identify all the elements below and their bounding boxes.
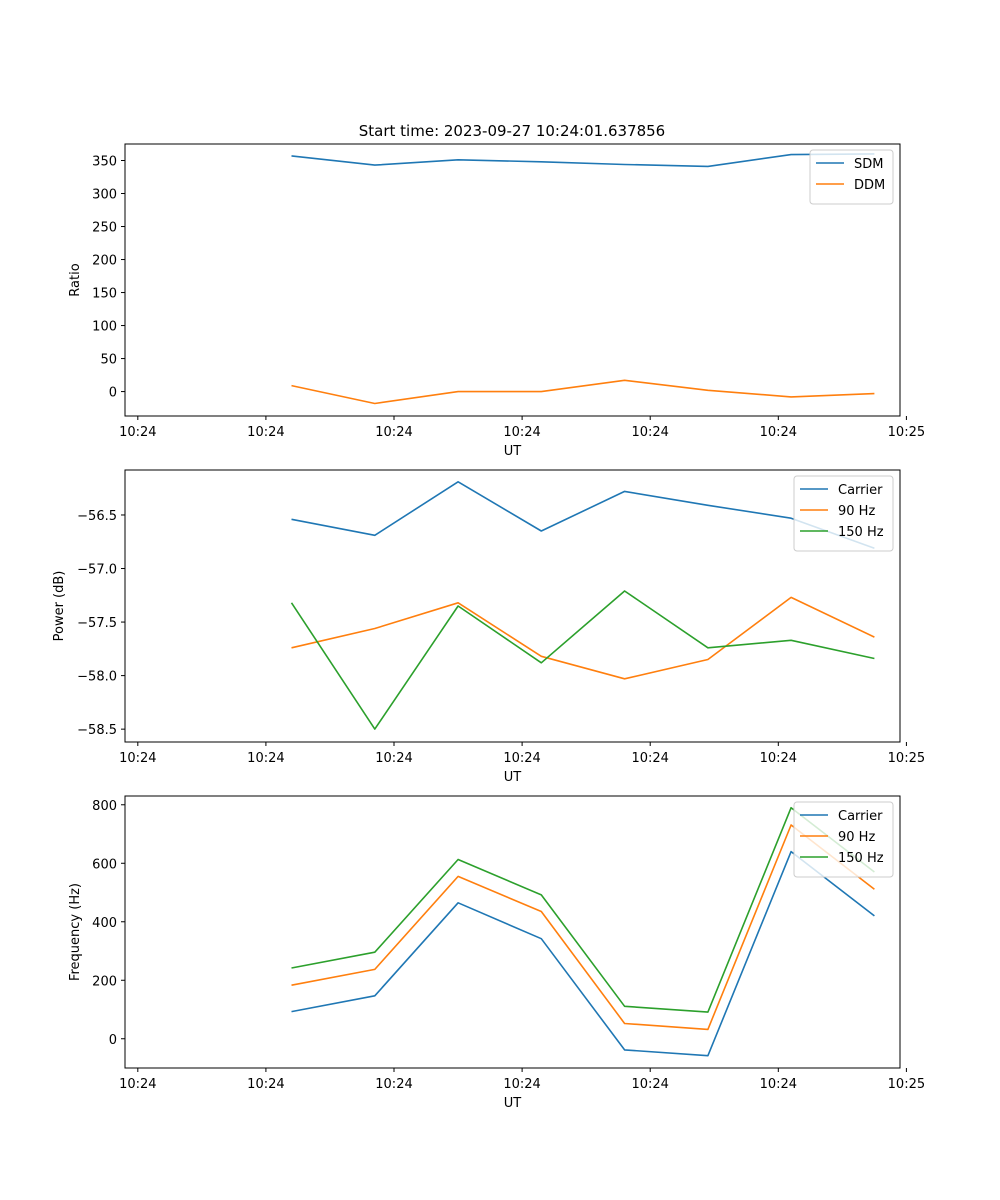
- legend-label: 90 Hz: [838, 504, 875, 519]
- axes-frame: [124, 469, 901, 743]
- x-tick-label: 10:24: [375, 751, 412, 766]
- y-axis-label: Frequency (Hz): [68, 883, 83, 981]
- series-line-150-hz: [291, 806, 875, 1013]
- x-tick-label: 10:24: [375, 425, 412, 440]
- x-tick-label: 10:24: [631, 425, 668, 440]
- series-line-150-hz: [290, 590, 875, 730]
- legend: Carrier 90 Hz 150 Hz: [793, 475, 894, 552]
- x-axis-label: UT: [504, 770, 522, 785]
- x-tick-label: 10:24: [119, 1077, 156, 1092]
- x-tick-label: 10:25: [888, 1077, 925, 1092]
- x-tick-label: 10:24: [760, 751, 797, 766]
- y-tick-label: 50: [100, 353, 117, 368]
- x-tick-label: 10:24: [503, 751, 540, 766]
- legend: SDM DDM: [809, 149, 894, 205]
- y-tick-label: 600: [92, 857, 117, 872]
- axes-frame: [124, 795, 901, 1069]
- x-tick-label: 10:24: [375, 1077, 412, 1092]
- legend-label: 90 Hz: [838, 830, 875, 845]
- x-tick-label: 10:24: [119, 425, 156, 440]
- x-tick-label: 10:24: [760, 425, 797, 440]
- y-tick-label: −57.0: [77, 563, 117, 578]
- series-line-90-hz: [291, 596, 875, 680]
- y-tick-label: 800: [92, 799, 117, 814]
- x-axis-label: UT: [504, 1096, 522, 1111]
- chart-panel-1: 10:24 10:24 10:24 10:24 10:24 10:24 10:25 0 50 10…: [68, 143, 925, 459]
- y-tick-label: 0: [109, 1033, 117, 1048]
- series-line-90-hz: [291, 824, 875, 1031]
- y-tick-label: −58.0: [77, 670, 117, 685]
- series-line-sdm: [291, 153, 875, 168]
- series-line-carrier: [291, 850, 875, 1057]
- y-tick-label: 250: [92, 221, 117, 236]
- y-axis-label: Power (dB): [52, 571, 67, 642]
- y-tick-label: 100: [92, 320, 117, 335]
- y-tick-label: 200: [92, 974, 117, 989]
- chart-panel-3: 10:24 10:24 10:24 10:24 10:24 10:24 10:25 0 200 4…: [68, 795, 925, 1111]
- legend-box: [793, 801, 894, 878]
- y-tick-label: 400: [92, 916, 117, 931]
- series-line-carrier: [291, 480, 875, 549]
- chart-panel-2: 10:24 10:24 10:24 10:24 10:24 10:24 10:25 −58.5…: [52, 469, 925, 785]
- series-line-ddm: [291, 379, 875, 405]
- x-tick-label: 10:24: [247, 1077, 284, 1092]
- x-tick-label: 10:24: [760, 1077, 797, 1092]
- x-tick-label: 10:24: [503, 1077, 540, 1092]
- y-tick-label: 150: [92, 287, 117, 302]
- x-axis-label: UT: [504, 444, 522, 459]
- legend: Carrier 90 Hz 150 Hz: [793, 801, 894, 878]
- x-tick-label: 10:25: [888, 425, 925, 440]
- x-tick-label: 10:24: [631, 751, 668, 766]
- legend-label: 150 Hz: [838, 851, 884, 866]
- x-tick-label: 10:24: [247, 425, 284, 440]
- plots-group: 10:24 10:24 10:24 10:24 10:24 10:24 10:25 0 50 10…: [52, 143, 925, 1111]
- y-tick-label: 300: [92, 188, 117, 203]
- y-tick-label: −56.5: [77, 509, 117, 524]
- y-tick-label: 200: [92, 254, 117, 269]
- x-tick-label: 10:25: [888, 751, 925, 766]
- x-tick-label: 10:24: [119, 751, 156, 766]
- legend-label: 150 Hz: [838, 525, 884, 540]
- legend-box: [793, 475, 894, 552]
- legend-label: Carrier: [838, 809, 883, 824]
- legend-label: Carrier: [838, 483, 883, 498]
- y-tick-label: −57.5: [77, 616, 117, 631]
- y-axis-label: Ratio: [68, 263, 83, 296]
- legend-label: SDM: [854, 157, 883, 172]
- axes-frame: [124, 143, 901, 417]
- figure-title: Start time: 2023-09-27 10:24:01.637856: [359, 122, 665, 140]
- y-tick-label: 0: [109, 386, 117, 401]
- y-tick-label: −58.5: [77, 723, 117, 738]
- x-tick-label: 10:24: [247, 751, 284, 766]
- legend-label: DDM: [854, 178, 885, 193]
- x-tick-label: 10:24: [631, 1077, 668, 1092]
- y-tick-label: 350: [92, 155, 117, 170]
- x-tick-label: 10:24: [503, 425, 540, 440]
